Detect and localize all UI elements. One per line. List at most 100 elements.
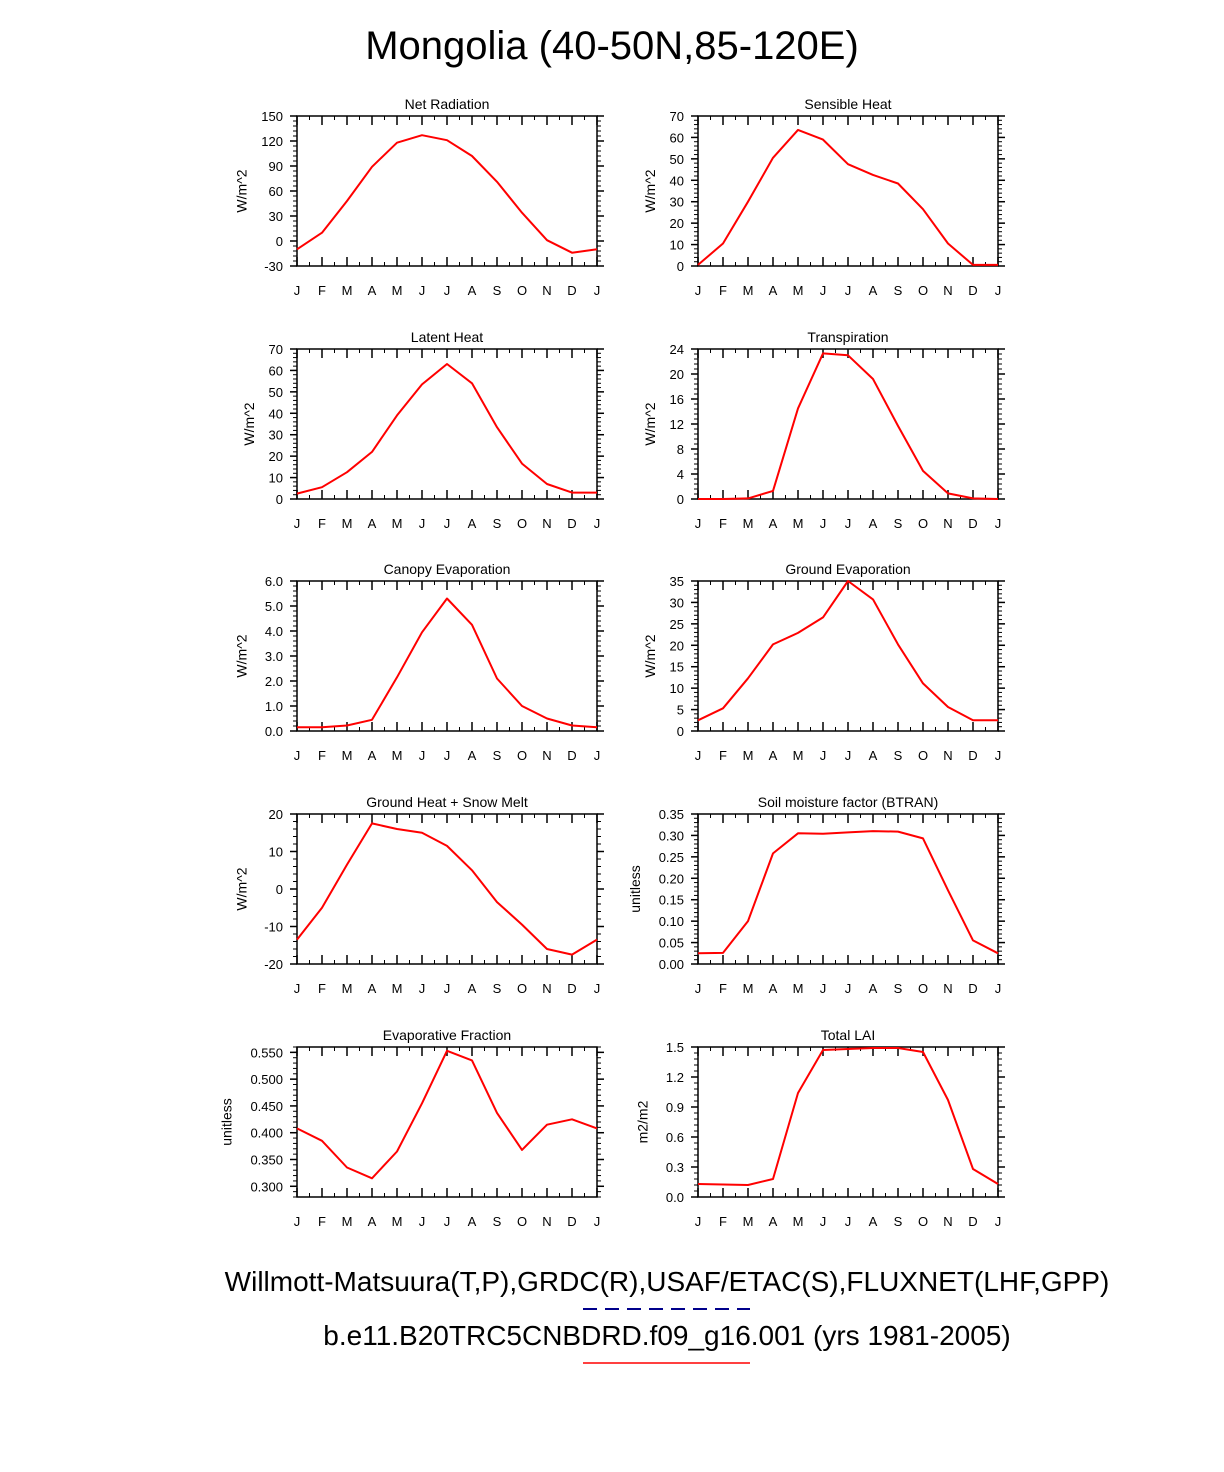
x-tick-label: N [943,283,952,298]
x-tick-label: J [419,748,426,763]
x-tick-label: J [820,1214,827,1229]
y-tick-label: 20 [269,449,283,464]
x-tick-label: D [567,516,576,531]
y-tick-label: 1.2 [666,1070,684,1085]
y-axis-label: W/m^2 [642,402,658,445]
y-tick-label: 0 [677,724,684,739]
x-tick-label: J [594,981,601,996]
x-tick-label: S [894,283,903,298]
y-tick-label: 60 [670,130,684,145]
x-tick-label: A [769,748,778,763]
x-tick-label: D [968,283,977,298]
y-tick-label: 0.300 [250,1179,283,1194]
y-tick-label: 4.0 [265,624,283,639]
x-tick-label: M [342,283,353,298]
panel-title: Net Radiation [405,96,490,112]
panel-title: Canopy Evaporation [384,561,511,577]
x-tick-label: F [719,283,727,298]
panel-title: Ground Evaporation [785,561,910,577]
x-tick-label: J [995,748,1002,763]
x-tick-label: D [567,748,576,763]
x-tick-label: A [869,1214,878,1229]
x-tick-label: J [845,748,852,763]
x-tick-label: J [294,516,301,531]
x-tick-label: O [517,981,527,996]
x-tick-label: M [392,1214,403,1229]
y-tick-label: 20 [670,216,684,231]
x-tick-label: O [918,283,928,298]
y-tick-label: 50 [670,152,684,167]
x-tick-label: J [294,283,301,298]
x-tick-label: A [869,981,878,996]
plot-frame [697,115,999,267]
y-axis-label: W/m^2 [234,867,250,910]
x-tick-label: D [567,1214,576,1229]
x-tick-label: J [444,283,451,298]
y-tick-label: 0.0 [666,1190,684,1205]
x-tick-label: D [968,748,977,763]
y-tick-label: 0 [276,492,283,507]
panel-title: Latent Heat [411,329,483,345]
x-tick-label: J [294,981,301,996]
x-tick-label: F [719,748,727,763]
y-tick-label: 60 [269,184,283,199]
x-tick-label: S [493,1214,502,1229]
series-line [296,1049,598,1180]
y-tick-label: 30 [269,209,283,224]
x-tick-label: D [968,1214,977,1229]
x-tick-label: M [342,1214,353,1229]
x-tick-label: S [493,516,502,531]
y-tick-label: 150 [261,109,283,124]
x-tick-label: A [368,981,377,996]
x-tick-label: O [918,1214,928,1229]
plot-frame [296,813,598,965]
x-tick-label: S [894,1214,903,1229]
y-tick-label: 10 [670,238,684,253]
series-line [698,352,999,500]
y-axis-label: unitless [627,865,643,912]
series-line [697,580,998,722]
x-tick-label: N [542,283,551,298]
x-tick-label: J [995,283,1002,298]
plot-frame [697,813,999,965]
y-tick-label: 0.15 [659,893,684,908]
x-tick-label: S [894,981,903,996]
y-tick-label: 10 [269,471,283,486]
plot-frame [697,1046,999,1198]
y-tick-label: 1.5 [666,1040,684,1055]
y-tick-label: 8 [677,442,684,457]
y-tick-label: 0.30 [659,828,684,843]
y-axis-label: unitless [219,1098,235,1145]
y-tick-label: 0.00 [659,957,684,972]
y-tick-label: 120 [261,134,283,149]
x-tick-label: S [493,283,502,298]
x-tick-label: O [918,748,928,763]
x-tick-label: O [517,516,527,531]
y-tick-label: 0 [276,234,283,249]
panel-title: Sensible Heat [804,96,891,112]
y-tick-label: -10 [264,920,283,935]
x-tick-label: J [845,283,852,298]
x-tick-label: D [567,981,576,996]
x-tick-label: N [943,748,952,763]
series-line [297,597,598,729]
x-tick-label: F [318,748,326,763]
x-tick-label: N [943,516,952,531]
plot-frame [296,1046,598,1198]
x-tick-label: J [444,748,451,763]
y-tick-label: 0.35 [659,807,684,822]
y-tick-label: 5 [677,703,684,718]
x-tick-label: J [695,748,702,763]
y-tick-label: 15 [670,660,684,675]
x-tick-label: A [468,1214,477,1229]
x-tick-label: J [995,516,1002,531]
y-tick-label: 0.400 [250,1126,283,1141]
x-tick-label: M [342,981,353,996]
x-tick-label: J [695,516,702,531]
y-axis-label: W/m^2 [234,634,250,677]
y-axis-label: W/m^2 [642,634,658,677]
